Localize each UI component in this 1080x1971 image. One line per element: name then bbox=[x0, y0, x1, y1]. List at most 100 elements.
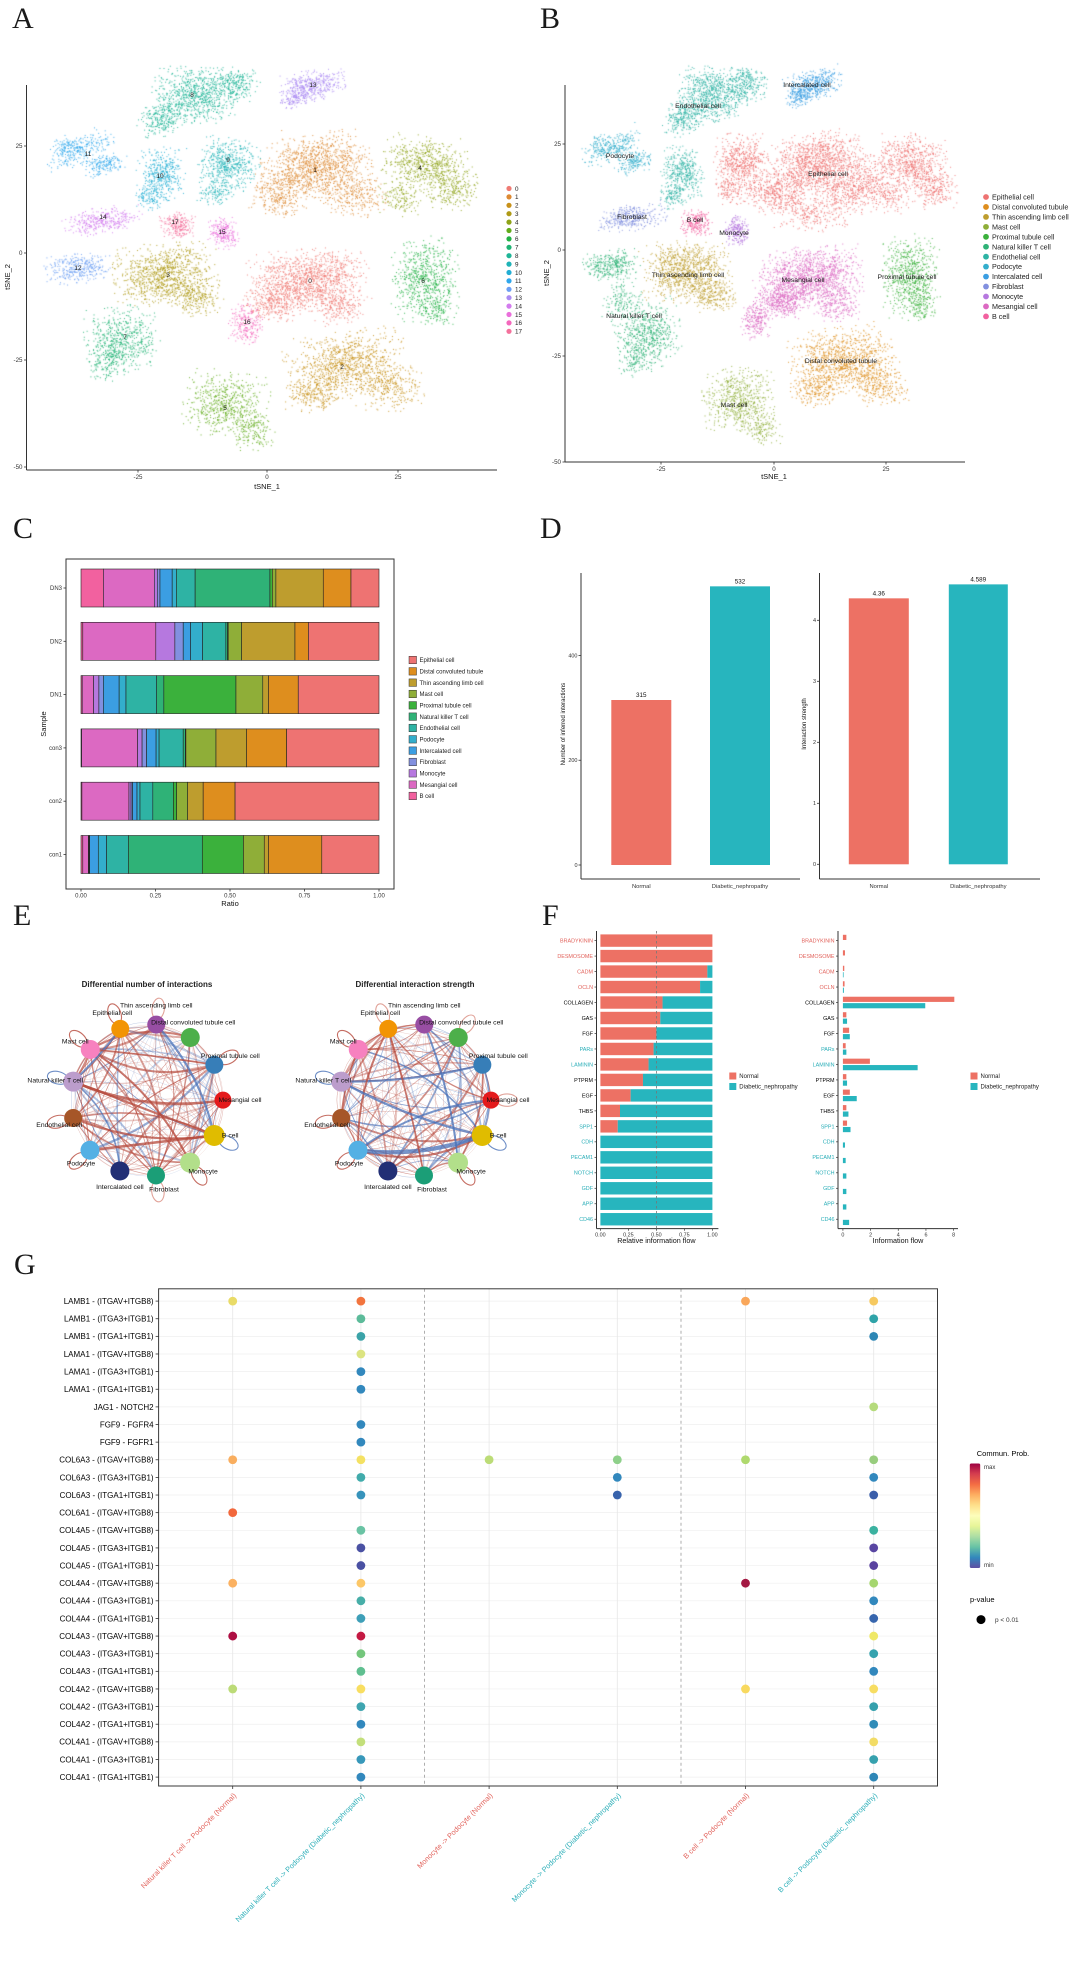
pathway-label: PARs bbox=[821, 1047, 835, 1053]
y-tick-label: -25 bbox=[14, 357, 24, 364]
dot bbox=[869, 1614, 879, 1623]
network-edge bbox=[387, 1135, 483, 1172]
node-label: Proximal tubule cell bbox=[201, 1053, 260, 1060]
bar-dn bbox=[842, 1034, 850, 1040]
column-label: Natural killer T cell -> Podocyte (Diabe… bbox=[234, 1791, 367, 1924]
network-node bbox=[64, 1108, 83, 1127]
network-edge bbox=[340, 1081, 459, 1164]
legend-label: 6 bbox=[515, 236, 519, 243]
bar-dn bbox=[842, 1065, 918, 1071]
network-edge bbox=[340, 1080, 483, 1137]
network-title: Differential number of interactions bbox=[82, 980, 213, 989]
cluster-label: Epithelial cell bbox=[808, 171, 848, 178]
bar-segment bbox=[297, 675, 380, 714]
legend-label: 3 bbox=[515, 211, 519, 218]
legend-label: 10 bbox=[515, 270, 523, 277]
legend-label: B cell bbox=[992, 312, 1010, 321]
network-edge bbox=[120, 1027, 215, 1066]
x-tick-label: 0 bbox=[841, 1233, 844, 1239]
network-edge bbox=[387, 1135, 483, 1172]
bar-dn bbox=[662, 996, 713, 1009]
node-label: Mast cell bbox=[62, 1038, 89, 1045]
node-label: B cell bbox=[490, 1132, 507, 1139]
legend-dot bbox=[983, 313, 989, 320]
dot bbox=[356, 1578, 366, 1588]
bar-segment bbox=[187, 781, 204, 821]
node-label: Monocyte bbox=[456, 1169, 486, 1176]
legend-swatch bbox=[408, 667, 417, 676]
pathway-label: CADM bbox=[577, 969, 593, 975]
x-tick-label: 0.50 bbox=[651, 1233, 662, 1239]
dot bbox=[869, 1402, 879, 1412]
node-label: Endothelial cell bbox=[304, 1122, 350, 1129]
bar-normal bbox=[600, 1042, 654, 1056]
network-edge bbox=[341, 1081, 483, 1136]
lr-pair-label: COL4A1 - (ITGA3+ITGB1) bbox=[60, 1755, 154, 1764]
cluster-label: 17 bbox=[171, 219, 179, 226]
node-label: Fibroblast bbox=[149, 1186, 179, 1193]
network-edge bbox=[341, 1061, 483, 1083]
network-edge bbox=[73, 1064, 215, 1084]
y-tick-label: 0 bbox=[574, 863, 577, 869]
cluster-label: 9 bbox=[226, 157, 230, 164]
x-tick-label: 0 bbox=[772, 466, 776, 473]
legend-label: Diabetic_nephropathy bbox=[739, 1084, 797, 1090]
dot bbox=[356, 1296, 366, 1306]
x-category-label: Diabetic_nephropathy bbox=[950, 884, 1006, 890]
y-tick-label: 4 bbox=[813, 618, 816, 624]
network-edge bbox=[90, 1048, 224, 1101]
bar-segment bbox=[246, 728, 287, 768]
pathway-label: OCLN bbox=[820, 985, 835, 991]
network-node bbox=[482, 1091, 500, 1109]
bar-segment bbox=[82, 621, 157, 661]
network-edge bbox=[73, 1037, 191, 1082]
network-edge bbox=[120, 1028, 191, 1163]
bar-normal bbox=[842, 996, 955, 1002]
network-edge bbox=[89, 1048, 215, 1074]
network-edge bbox=[119, 1028, 157, 1176]
network-edge bbox=[72, 1080, 157, 1176]
pathway-label: GDF bbox=[582, 1186, 594, 1192]
cluster-label: 4 bbox=[418, 165, 422, 172]
x-category-label: Diabetic_nephropathy bbox=[712, 884, 768, 890]
pathway-label: LAMININ bbox=[571, 1062, 593, 1068]
network-edge bbox=[119, 1099, 224, 1172]
legend-label: 1 bbox=[515, 194, 519, 201]
pathway-label: DESMOSOME bbox=[557, 954, 593, 960]
pathway-label: OCLN bbox=[578, 985, 593, 991]
pathway-label: GDF bbox=[823, 1186, 835, 1192]
bar-normal bbox=[842, 965, 845, 971]
dot bbox=[356, 1614, 366, 1623]
legend-label: Thin ascending limb cell bbox=[992, 212, 1069, 221]
panel-a-letter: A bbox=[12, 2, 34, 35]
network-node bbox=[448, 1028, 468, 1048]
network-edge bbox=[341, 1024, 425, 1119]
network-edge bbox=[73, 1037, 191, 1119]
bar-normal bbox=[842, 981, 845, 987]
legend-swatch bbox=[408, 678, 417, 687]
legend-dot bbox=[506, 227, 512, 234]
dot bbox=[356, 1349, 366, 1359]
network-edge bbox=[423, 1024, 459, 1163]
panel-f: BRADYKININ DESMOSOME CADM OCLN COLLAGEN GAS FG… bbox=[557, 931, 1039, 1245]
cluster-label: 0 bbox=[308, 278, 312, 285]
bar-normal bbox=[842, 1105, 847, 1111]
network-edge bbox=[340, 1028, 389, 1119]
bar-segment bbox=[128, 835, 203, 874]
bar-dn bbox=[842, 1173, 847, 1179]
dot bbox=[869, 1631, 879, 1641]
edges bbox=[46, 997, 239, 1203]
network-edge bbox=[388, 1028, 492, 1101]
network-edge bbox=[358, 1049, 389, 1172]
network-edge bbox=[155, 1023, 216, 1136]
pvalue-label: p < 0.01 bbox=[995, 1617, 1019, 1624]
network-edge bbox=[90, 1049, 121, 1172]
legend-dot bbox=[983, 303, 989, 310]
cluster-label: B cell bbox=[687, 217, 704, 224]
legend-dot bbox=[983, 263, 989, 270]
dot bbox=[356, 1384, 366, 1394]
legend-dot bbox=[506, 185, 512, 192]
y-tick-label: 2 bbox=[813, 740, 816, 746]
network-edge bbox=[73, 1117, 191, 1163]
